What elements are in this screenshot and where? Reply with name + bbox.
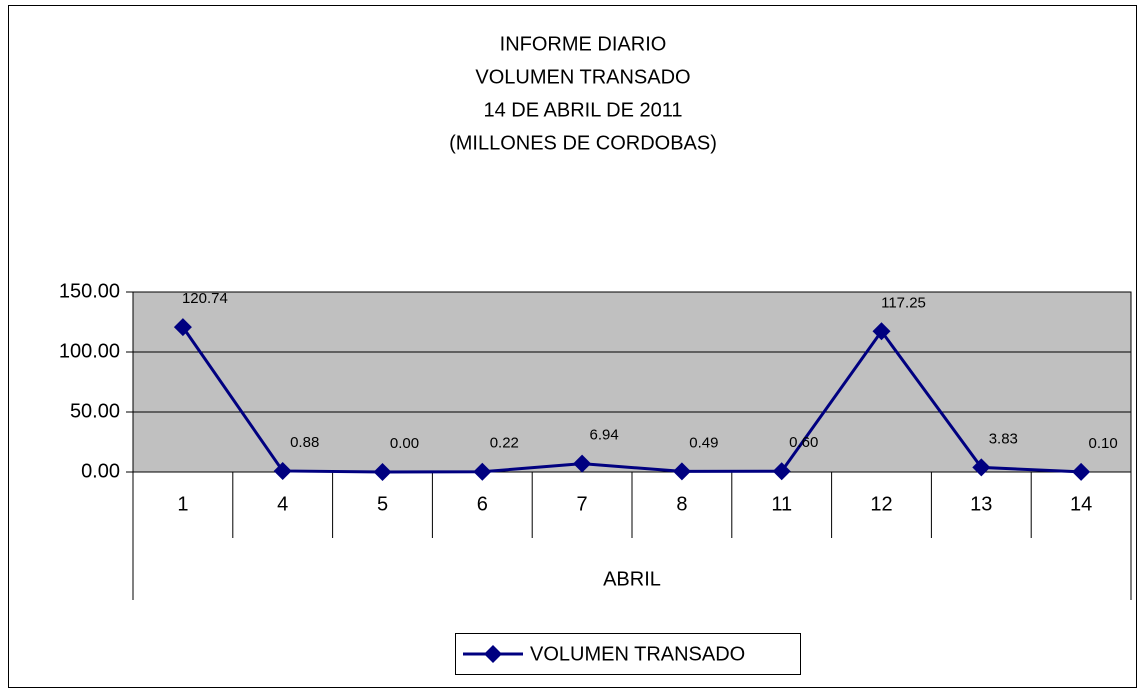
y-tick-label: 0.00 [81, 460, 120, 482]
data-label: 117.25 [881, 294, 926, 311]
point-marker [473, 462, 492, 481]
point-marker [672, 462, 691, 481]
data-label: 0.49 [689, 434, 718, 451]
x-tick-label: 14 [1070, 493, 1092, 515]
x-tick-label: 5 [377, 493, 388, 515]
x-tick-label: 8 [676, 493, 687, 515]
chart-title: (MILLONES DE CORDOBAS) [449, 132, 717, 154]
x-tick-label: 12 [870, 493, 892, 515]
y-tick-label: 50.00 [70, 400, 120, 422]
y-tick-label: 100.00 [59, 340, 120, 362]
chart-title: INFORME DIARIO [500, 33, 667, 55]
point-marker [972, 458, 991, 477]
x-tick-label: 6 [477, 493, 488, 515]
data-label: 0.10 [1088, 435, 1117, 452]
point-marker [273, 461, 292, 480]
point-marker [772, 462, 791, 481]
y-tick-label: 150.00 [59, 280, 120, 302]
plot-area [132, 291, 1132, 473]
data-label: 120.74 [182, 290, 228, 307]
data-label: 0.22 [490, 435, 519, 452]
data-label: 0.88 [290, 434, 319, 451]
x-tick-label: 1 [177, 493, 188, 515]
point-marker [872, 322, 891, 341]
chart-title: 14 DE ABRIL DE 2011 [483, 99, 682, 121]
legend-box [455, 633, 801, 675]
chart-title: VOLUMEN TRANSADO [475, 66, 690, 88]
x-tick-label: 4 [277, 493, 288, 515]
x-tick-label: 11 [771, 493, 792, 515]
legend-marker [484, 645, 502, 663]
point-marker [373, 463, 392, 481]
series-line [181, 326, 1082, 474]
x-tick-label: 13 [970, 493, 992, 515]
legend-label: VOLUMEN TRANSADO [530, 643, 745, 665]
data-label: 0.60 [789, 434, 818, 451]
point-marker [573, 454, 592, 473]
x-group-label: ABRIL [603, 568, 661, 590]
data-label: 3.83 [989, 430, 1018, 447]
point-marker [173, 318, 192, 337]
x-tick-label: 7 [577, 493, 588, 515]
point-marker [1072, 462, 1091, 481]
data-label: 0.00 [390, 435, 419, 452]
data-label: 6.94 [589, 427, 618, 444]
